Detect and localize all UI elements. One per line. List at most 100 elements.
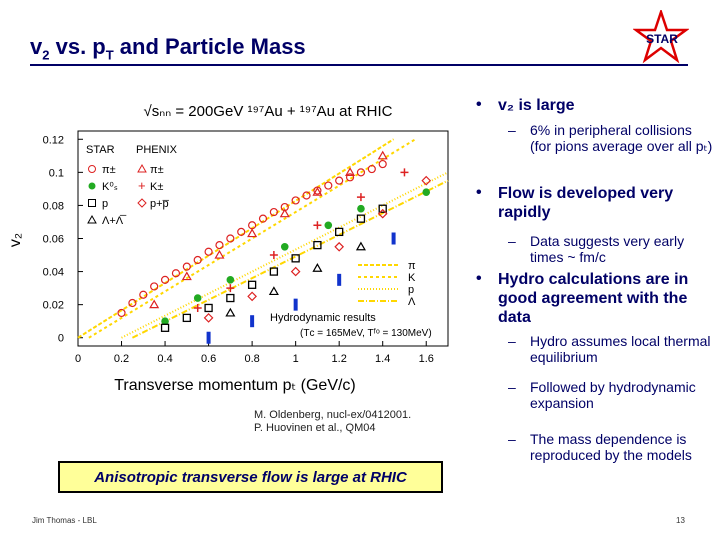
data-point-star-k0s bbox=[422, 188, 431, 196]
data-point-star-pi bbox=[378, 159, 387, 169]
data-point-star-pi bbox=[335, 176, 344, 185]
data-point-phenix-k bbox=[400, 168, 409, 177]
data-point-star-p bbox=[291, 254, 300, 263]
data-point-phenix-pi bbox=[345, 167, 356, 176]
star-logo: STAR bbox=[633, 10, 689, 64]
sub-bullet-text: Hydro assumes local thermal equilibrium bbox=[530, 333, 711, 365]
x-tick-label: 0.2 bbox=[114, 353, 129, 365]
hydro-legend-title: Hydrodynamic results bbox=[270, 312, 376, 324]
legend-star-pi: π± bbox=[102, 164, 116, 176]
data-point-phenix-k bbox=[356, 193, 365, 202]
data-point-star-lambda bbox=[268, 286, 279, 296]
footer-author: Jim Thomas - LBL bbox=[32, 516, 97, 525]
y-tick-label: 0.12 bbox=[43, 134, 64, 146]
data-point-star-p bbox=[160, 323, 170, 332]
data-point-star-k0s bbox=[226, 276, 235, 284]
bullet-dot: • bbox=[476, 184, 482, 201]
data-point-phenix-extra bbox=[391, 232, 396, 245]
data-point-star-lambda bbox=[225, 307, 236, 317]
data-point-star-pi bbox=[356, 168, 366, 177]
legend-star-lambda-marker bbox=[87, 214, 97, 224]
data-point-star-pi bbox=[237, 227, 246, 236]
sub-bullet-text: Data suggests very early times ~ fm/c bbox=[530, 233, 685, 265]
data-point-star-k0s bbox=[193, 294, 202, 302]
legend-header-phenix: PHENIX bbox=[136, 144, 178, 156]
hydro-legend-pi: π bbox=[408, 260, 416, 272]
data-point-star-k0s bbox=[280, 242, 289, 251]
title-part-c: and Particle Mass bbox=[113, 34, 306, 59]
data-point-star-pi bbox=[367, 164, 376, 174]
sub-bullet-text: 6% in peripheral collisions (for pions a… bbox=[530, 122, 713, 154]
data-point-phenix-p bbox=[290, 266, 301, 277]
bullet-text: Flow is developed very rapidly bbox=[498, 185, 674, 221]
data-point-phenix-k bbox=[226, 284, 235, 293]
data-point-star-pi bbox=[324, 181, 333, 190]
hydro-line-Lambda bbox=[131, 179, 449, 339]
data-point-star-p bbox=[182, 313, 191, 323]
v2-chart: √sₙₙ = 200GeV ¹⁹⁷Au + ¹⁹⁷Au at RHIC v₂ T… bbox=[7, 103, 449, 394]
data-point-star-pi bbox=[215, 241, 224, 250]
legend-star-p: p bbox=[102, 198, 108, 210]
data-point-phenix-pi bbox=[247, 228, 258, 238]
data-point-star-k0s bbox=[324, 221, 333, 230]
data-point-phenix-pi bbox=[279, 208, 290, 218]
y-tick-label: 0.02 bbox=[43, 300, 64, 312]
data-point-star-p bbox=[204, 303, 213, 313]
data-point-phenix-extra bbox=[293, 298, 298, 311]
data-point-star-pi bbox=[204, 247, 213, 256]
reference-line-2: P. Huovinen et al., QM04 bbox=[254, 422, 376, 434]
legend-star-p-marker bbox=[88, 199, 96, 207]
bullet-text: Hydro calculations are in good agreement… bbox=[498, 271, 689, 326]
data-point-star-p bbox=[378, 204, 387, 213]
legend-phenix-k: K± bbox=[150, 181, 163, 193]
title-divider bbox=[30, 64, 688, 66]
data-point-phenix-k bbox=[269, 251, 278, 260]
sub-bullet-dash: – bbox=[508, 122, 516, 138]
x-tick-label: 1 bbox=[293, 353, 299, 365]
sub-bullet-dash: – bbox=[508, 233, 516, 249]
legend-header-star: STAR bbox=[86, 144, 115, 156]
data-point-star-pi bbox=[258, 214, 268, 223]
data-point-star-lambda bbox=[355, 241, 366, 251]
hydro-legend-k: K bbox=[408, 272, 416, 284]
hydro-legend: π K p Λ Hydrodynamic results (Tᴄ = 165Me… bbox=[270, 260, 432, 339]
y-tick-label: 0.08 bbox=[43, 200, 64, 212]
legend-phenix-k-marker: + bbox=[138, 178, 146, 193]
legend: STAR PHENIX π± K⁰ₛ p Λ+Λ̅ π± + K± p+p̅ bbox=[86, 144, 178, 227]
data-point-star-k0s bbox=[161, 317, 169, 325]
legend-phenix-p-marker bbox=[137, 198, 147, 208]
data-point-star-pi bbox=[160, 275, 170, 284]
y-axis-label: v₂ bbox=[7, 233, 24, 247]
data-point-star-p bbox=[247, 280, 257, 289]
sub-bullet-dash: – bbox=[508, 431, 516, 447]
data-point-star-pi bbox=[150, 282, 159, 291]
hydro-legend-p: p bbox=[408, 284, 414, 296]
data-point-star-pi bbox=[302, 191, 311, 200]
data-point-star-pi bbox=[139, 290, 148, 299]
data-point-phenix-pi bbox=[214, 249, 225, 259]
sub-bullet-dash: – bbox=[508, 333, 516, 349]
data-point-phenix-k bbox=[193, 303, 202, 312]
sub-bullet-text: Followed by hydrodynamic expansion bbox=[530, 379, 696, 411]
y-tick-label: 0.06 bbox=[43, 234, 64, 246]
data-point-star-pi bbox=[226, 234, 235, 243]
legend-phenix-pi-marker bbox=[137, 163, 147, 173]
hydro-legend-lambda: Λ bbox=[408, 296, 416, 308]
data-point-phenix-p bbox=[377, 208, 388, 219]
star-logo-text: STAR bbox=[646, 32, 678, 46]
legend-star-pi-marker bbox=[88, 165, 96, 173]
legend-star-k0s: K⁰ₛ bbox=[102, 181, 118, 193]
hydro-line-K bbox=[88, 138, 416, 339]
data-point-star-pi bbox=[345, 173, 355, 182]
data-point-star-pi bbox=[291, 196, 300, 205]
data-point-star-p bbox=[356, 214, 366, 223]
data-point-star-pi bbox=[117, 308, 126, 318]
title-part-b: vs. p bbox=[49, 34, 106, 59]
data-point-phenix-pi bbox=[149, 299, 160, 309]
data-point-phenix-k bbox=[313, 221, 322, 230]
data-point-star-p bbox=[226, 293, 235, 303]
plot-area bbox=[77, 130, 449, 347]
legend-star-k0s-marker bbox=[88, 182, 96, 190]
star-logo-icon bbox=[633, 10, 689, 64]
legend-phenix-pi: π± bbox=[150, 164, 164, 176]
